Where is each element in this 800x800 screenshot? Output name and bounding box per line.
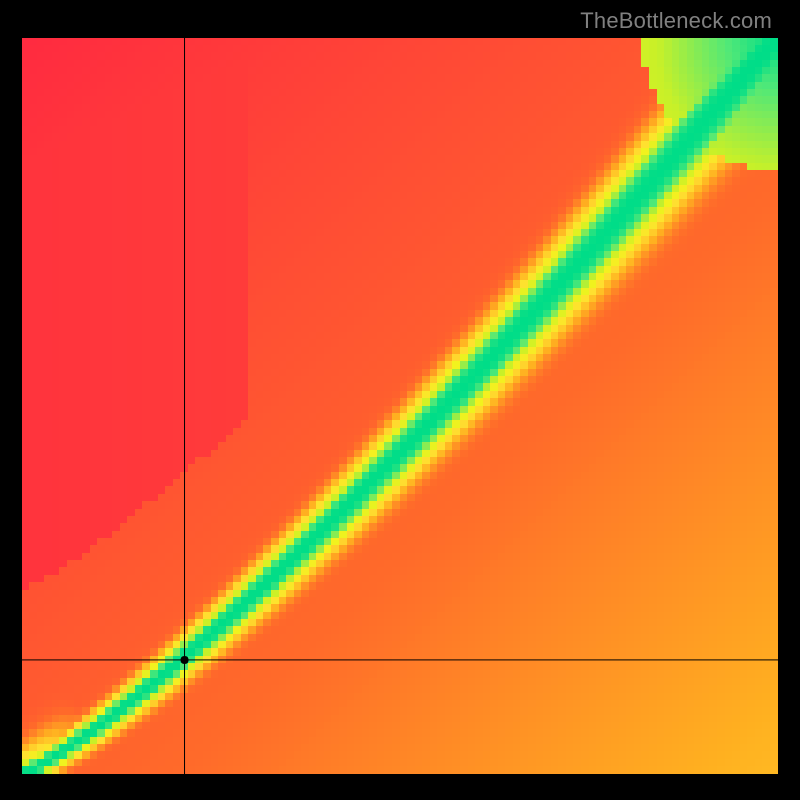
heatmap-plot: [22, 38, 778, 774]
watermark-label: TheBottleneck.com: [580, 8, 772, 34]
chart-container: TheBottleneck.com: [0, 0, 800, 800]
heatmap-canvas: [22, 38, 778, 774]
